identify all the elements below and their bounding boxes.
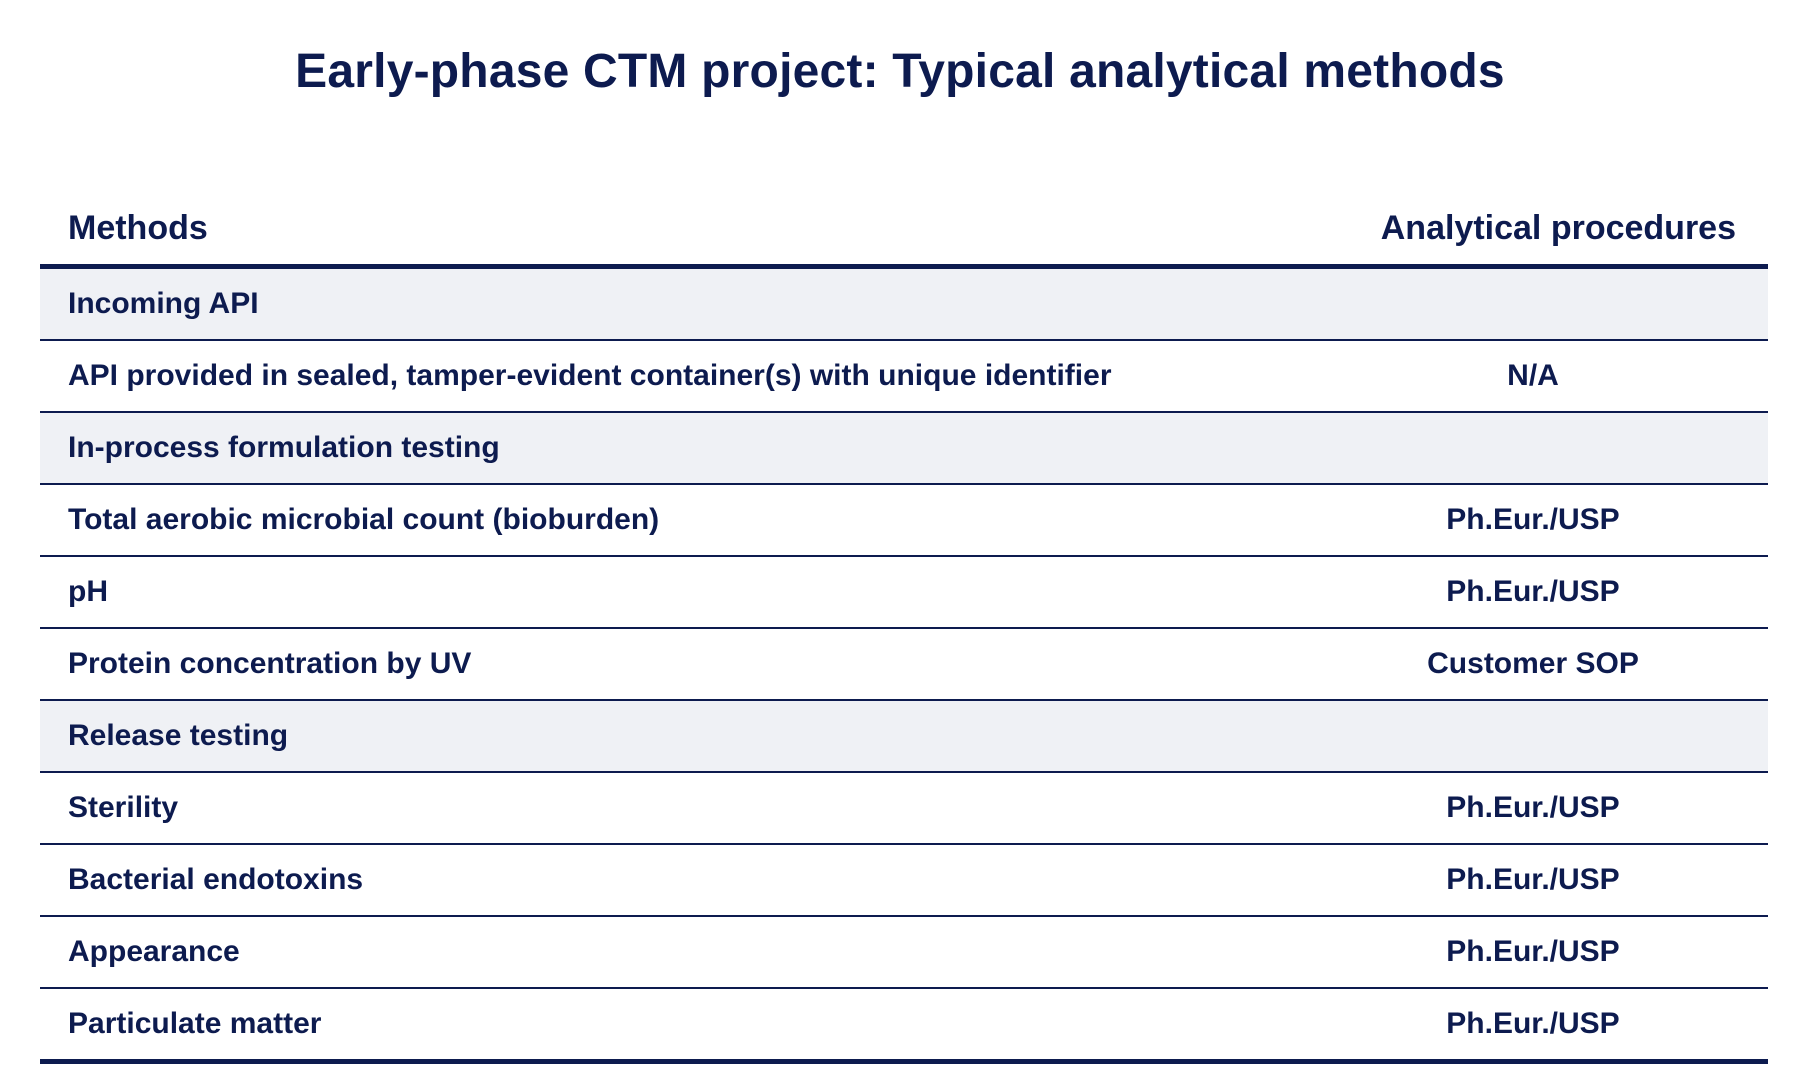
row-method: In-process formulation testing bbox=[68, 431, 500, 464]
table-row-section: In-process formulation testing bbox=[40, 413, 1768, 485]
table-row-section: Incoming API bbox=[40, 269, 1768, 341]
row-method: Incoming API bbox=[68, 287, 259, 320]
row-method: Particulate matter bbox=[68, 1007, 322, 1040]
row-procedure: Ph.Eur./USP bbox=[1446, 1007, 1620, 1040]
row-procedure: Ph.Eur./USP bbox=[1446, 935, 1620, 968]
table-row: Bacterial endotoxins Ph.Eur./USP bbox=[40, 845, 1768, 917]
page-title: Early-phase CTM project: Typical analyti… bbox=[295, 45, 1505, 98]
row-method: Bacterial endotoxins bbox=[68, 863, 364, 896]
table-row: Particulate matter Ph.Eur./USP bbox=[40, 989, 1768, 1064]
table-row: Appearance Ph.Eur./USP bbox=[40, 917, 1768, 989]
table-row: Sterility Ph.Eur./USP bbox=[40, 773, 1768, 845]
row-method: Sterility bbox=[68, 791, 179, 824]
table-row: API provided in sealed, tamper-evident c… bbox=[40, 341, 1768, 413]
header-methods: Methods bbox=[68, 208, 208, 247]
table-row: Protein concentration by UV Customer SOP bbox=[40, 629, 1768, 701]
row-procedure: Ph.Eur./USP bbox=[1446, 575, 1620, 608]
row-method: Release testing bbox=[68, 719, 289, 752]
row-method: Protein concentration by UV bbox=[68, 647, 472, 680]
row-procedure: Ph.Eur./USP bbox=[1446, 863, 1620, 896]
table-row: Total aerobic microbial count (bioburden… bbox=[40, 485, 1768, 557]
row-method: Appearance bbox=[68, 935, 240, 968]
header-analytical-procedures: Analytical procedures bbox=[1380, 208, 1736, 247]
row-method: API provided in sealed, tamper-evident c… bbox=[68, 359, 1112, 392]
table-row-section: Release testing bbox=[40, 701, 1768, 773]
row-method: Total aerobic microbial count (bioburden… bbox=[68, 503, 660, 536]
row-procedure: N/A bbox=[1507, 359, 1559, 392]
row-procedure: Customer SOP bbox=[1427, 647, 1639, 680]
table-row: pH Ph.Eur./USP bbox=[40, 557, 1768, 629]
row-procedure: Ph.Eur./USP bbox=[1446, 791, 1620, 824]
methods-table: Methods Analytical procedures Incoming A… bbox=[40, 192, 1768, 1064]
row-procedure: Ph.Eur./USP bbox=[1446, 503, 1620, 536]
table-header-row: Methods Analytical procedures bbox=[40, 192, 1768, 269]
row-method: pH bbox=[68, 575, 108, 608]
